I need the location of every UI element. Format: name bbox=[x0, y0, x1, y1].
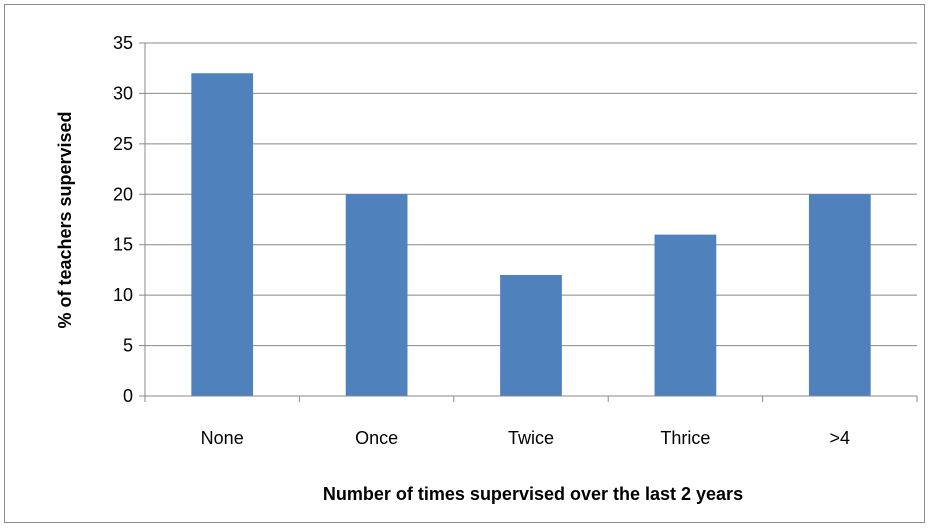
y-tick-labels: 0 5 10 15 20 25 30 35 bbox=[113, 33, 145, 406]
x-tick-label: >4 bbox=[830, 428, 851, 448]
x-tick-label: None bbox=[201, 428, 244, 448]
y-tick-label: 20 bbox=[113, 184, 133, 204]
bar-twice bbox=[500, 274, 562, 396]
y-tick-label: 0 bbox=[123, 386, 133, 406]
gridlines bbox=[145, 42, 917, 347]
chart-frame bbox=[4, 4, 925, 523]
bars bbox=[191, 73, 871, 396]
bar-thrice bbox=[654, 234, 717, 396]
y-tick-label: 15 bbox=[113, 235, 133, 255]
x-tick-label: Once bbox=[355, 428, 398, 448]
y-tick-label: 5 bbox=[123, 336, 133, 356]
y-axis-title: % of teachers supervised bbox=[55, 111, 75, 328]
bar-4 bbox=[808, 194, 871, 396]
axes bbox=[144, 43, 917, 397]
y-tick-label: 10 bbox=[113, 285, 133, 305]
y-tick-label: 30 bbox=[113, 83, 133, 103]
x-tick-label: Thrice bbox=[660, 428, 710, 448]
bar-none bbox=[191, 73, 254, 396]
x-tick-labels: None Once Twice Thrice >4 bbox=[144, 396, 918, 448]
x-axis-title: Number of times supervised over the last… bbox=[323, 484, 743, 504]
x-tick-label: Twice bbox=[508, 428, 554, 448]
y-tick-label: 35 bbox=[113, 33, 133, 53]
bar-once bbox=[345, 194, 408, 396]
y-tick-label: 25 bbox=[113, 134, 133, 154]
